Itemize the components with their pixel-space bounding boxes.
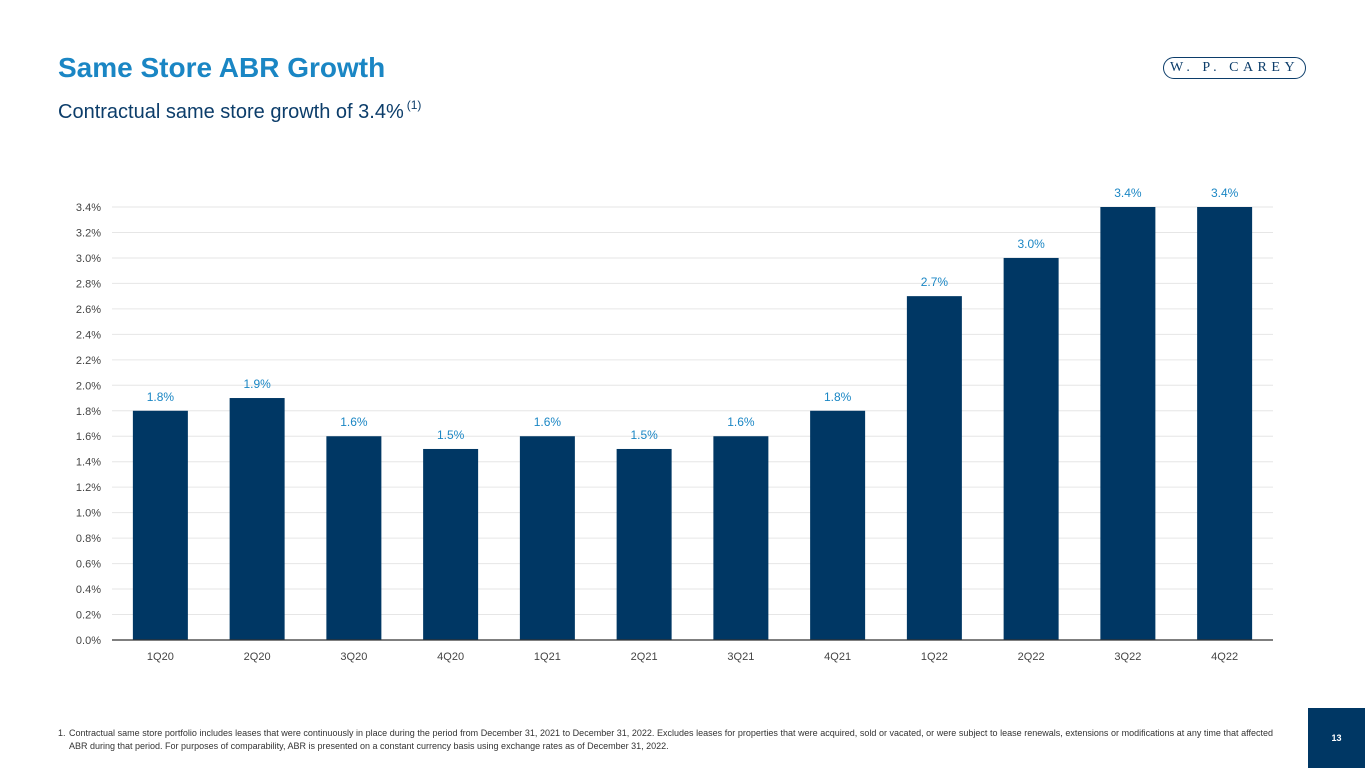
x-tick-label: 4Q21 (824, 651, 851, 663)
bar (616, 448, 672, 640)
subtitle-footnote-ref: (1) (406, 98, 422, 112)
y-tick-label: 0.2% (76, 610, 101, 622)
y-tick-label: 2.4% (76, 329, 101, 341)
page-subtitle: Contractual same store growth of 3.4% (1) (58, 98, 421, 124)
y-tick-label: 2.8% (76, 278, 101, 290)
data-label: 1.5% (437, 428, 465, 442)
data-label: 1.5% (630, 428, 658, 442)
bar (326, 436, 382, 640)
company-logo: W. P. CAREY (1163, 57, 1306, 79)
y-tick-label: 1.4% (76, 457, 101, 469)
data-label: 1.6% (534, 415, 562, 429)
y-tick-label: 3.4% (76, 202, 101, 214)
x-tick-label: 3Q22 (1114, 651, 1141, 663)
y-tick-label: 0.0% (76, 635, 101, 647)
y-tick-label: 0.6% (76, 559, 101, 571)
x-tick-label: 1Q22 (921, 651, 948, 663)
x-tick-label: 4Q20 (437, 651, 464, 663)
page-number: 13 (1308, 708, 1365, 768)
bar (1003, 257, 1059, 640)
data-label: 3.4% (1211, 186, 1239, 200)
y-tick-label: 2.6% (76, 304, 101, 316)
data-label: 1.8% (824, 390, 852, 404)
x-tick-label: 1Q21 (534, 651, 561, 663)
y-tick-label: 0.8% (76, 533, 101, 545)
bar (423, 448, 479, 640)
x-tick-label: 3Q21 (727, 651, 754, 663)
data-label: 1.8% (147, 390, 175, 404)
bar (713, 436, 769, 640)
bar (1100, 207, 1156, 640)
y-tick-label: 1.6% (76, 431, 101, 443)
data-label: 1.6% (727, 415, 755, 429)
bar (906, 296, 962, 640)
footnote-number: 1. (58, 728, 66, 738)
x-tick-label: 2Q22 (1018, 651, 1045, 663)
y-tick-label: 3.0% (76, 253, 101, 265)
bar (810, 410, 866, 640)
data-label: 1.9% (243, 377, 271, 391)
x-tick-label: 2Q20 (244, 651, 271, 663)
x-tick-label: 3Q20 (340, 651, 367, 663)
page-title: Same Store ABR Growth (58, 52, 386, 83)
bar (519, 436, 575, 640)
subtitle-text: Contractual same store growth of 3.4% (58, 101, 404, 123)
bar (132, 410, 188, 640)
data-label: 2.7% (921, 275, 949, 289)
data-label: 1.6% (340, 415, 368, 429)
footnote-text: Contractual same store portfolio include… (69, 728, 1273, 751)
bar (229, 398, 285, 640)
x-tick-label: 2Q21 (631, 651, 658, 663)
y-tick-label: 1.2% (76, 482, 101, 494)
y-tick-label: 2.2% (76, 355, 101, 367)
data-label: 3.4% (1114, 186, 1142, 200)
y-tick-label: 2.0% (76, 380, 101, 392)
bar (1197, 207, 1253, 640)
x-tick-label: 4Q22 (1211, 651, 1238, 663)
bar-chart: 0.0% 0.2% 0.4% 0.6% 0.8% 1.0% 1.2% 1.4% 1.6% 1.8%… (76, 186, 1273, 663)
y-tick-label: 0.4% (76, 584, 101, 596)
y-tick-label: 1.8% (76, 406, 101, 418)
y-tick-label: 3.2% (76, 227, 101, 239)
y-tick-label: 1.0% (76, 508, 101, 520)
data-label: 3.0% (1017, 237, 1045, 251)
x-tick-label: 1Q20 (147, 651, 174, 663)
footnote: 1. Contractual same store portfolio incl… (58, 727, 1273, 753)
